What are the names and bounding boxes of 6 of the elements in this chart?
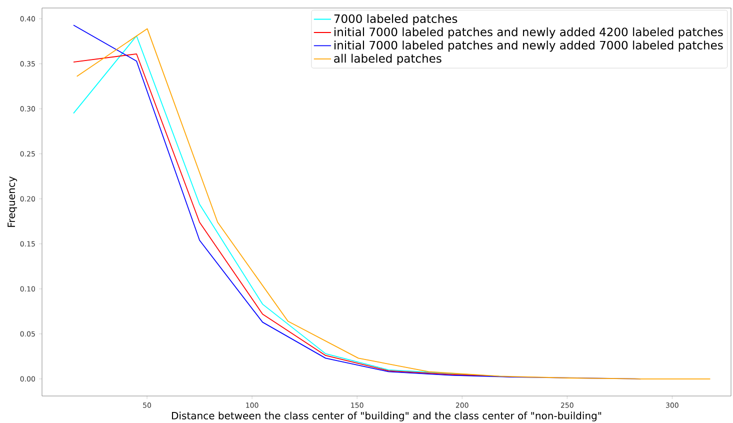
legend-label: 7000 labeled patches [334, 14, 458, 26]
y-axis-title: Frequency [8, 176, 18, 227]
legend-label: initial 7000 labeled patches and newly added 7000 labeled patches [334, 40, 723, 52]
legend-label: all labeled patches [334, 54, 442, 65]
legend-label: initial 7000 labeled patches and newly added 4200 labeled patches [334, 27, 723, 38]
x-axis-title: Distance between the class center of "building" and the class center of "non-building" [172, 412, 602, 422]
